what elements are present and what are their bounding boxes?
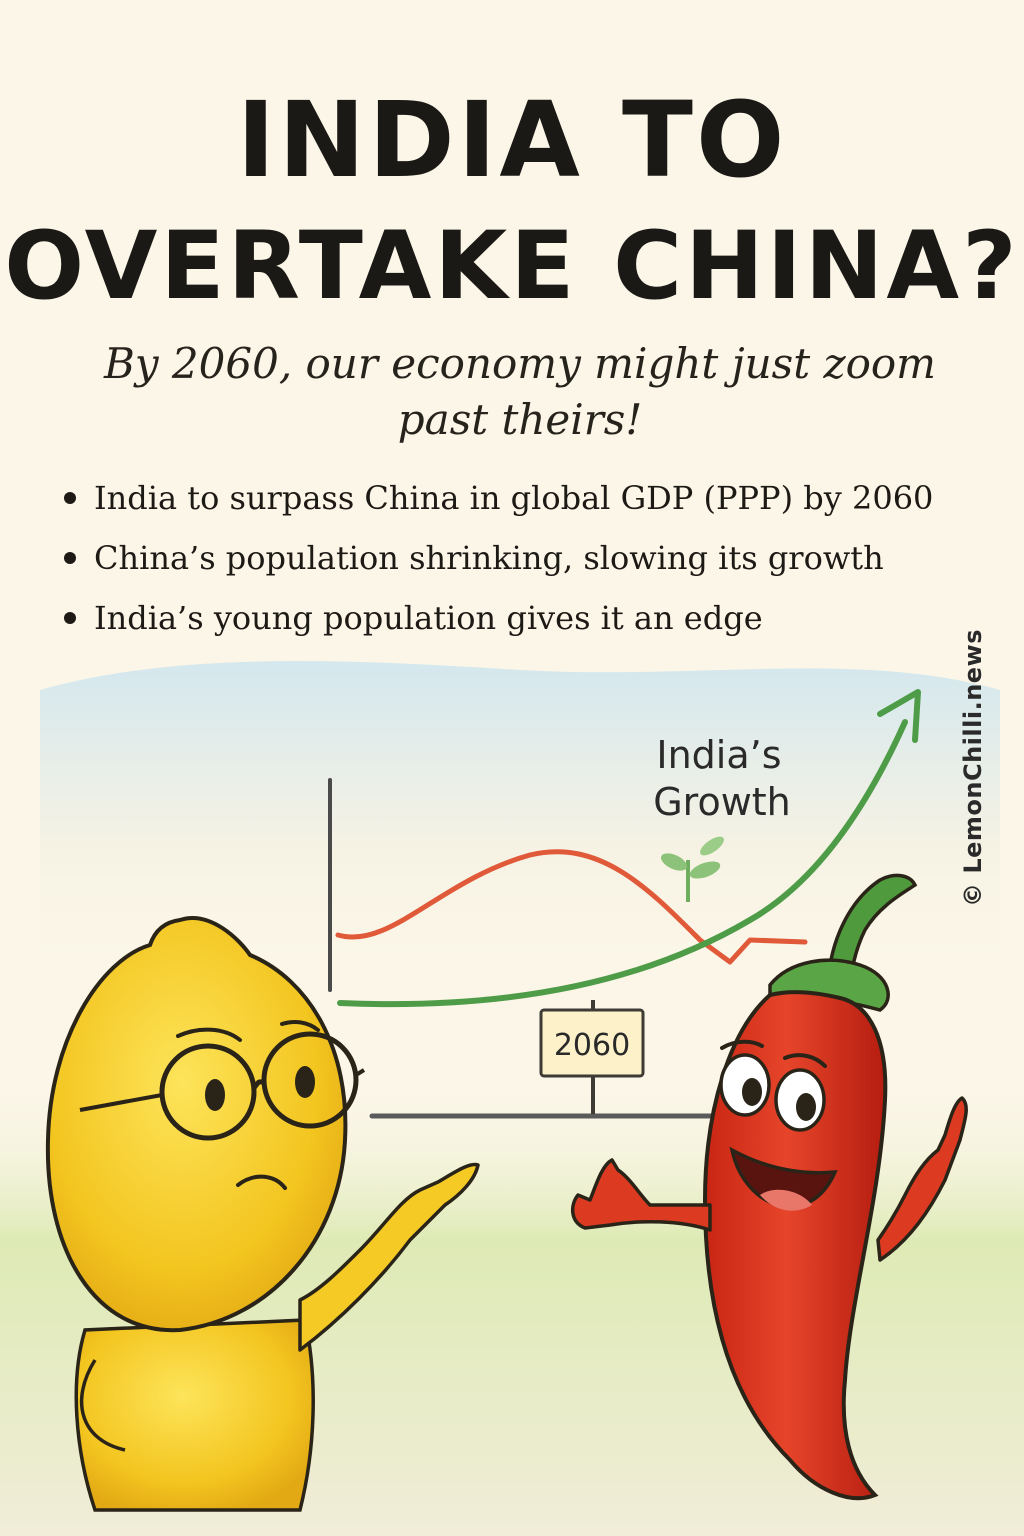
headline-line-2: OVERTAKE CHINA?: [4, 212, 1020, 321]
bullet-item: China’s population shrinking, slowing it…: [58, 528, 933, 588]
india-growth-line: [337, 719, 908, 1008]
bullet-list: India to surpass China in global GDP (PP…: [58, 468, 933, 648]
chilli-character: [570, 873, 968, 1501]
year-signpost: 2060: [539, 1000, 645, 1114]
signpost-year: 2060: [554, 1028, 630, 1063]
bullet-item: India’s young population gives it an edg…: [58, 588, 933, 648]
arrow-head-icon: [877, 689, 921, 743]
bullet-text: India’s young population gives it an edg…: [94, 599, 763, 637]
subtitle: By 2060, our economy might just zoom pas…: [103, 339, 936, 444]
bullet-text: China’s population shrinking, slowing it…: [94, 539, 884, 577]
bullet-text: India to surpass China in global GDP (PP…: [94, 479, 934, 517]
sprout-icon: [660, 836, 724, 902]
bullet-item: India to surpass China in global GDP (PP…: [58, 468, 933, 528]
growth-label: India’s Growth: [653, 733, 793, 824]
watermark: © LemonChilli.news: [959, 628, 987, 908]
bullet-dot-icon: [64, 492, 76, 504]
glasses-icon: [79, 1031, 366, 1141]
china-line: [335, 849, 808, 965]
growth-chart: India’s Growth 2060: [328, 689, 921, 1119]
lemon-character: [45, 916, 480, 1512]
bullet-dot-icon: [64, 612, 76, 624]
headline-line-1: INDIA TO: [236, 79, 788, 201]
bullet-dot-icon: [64, 552, 76, 564]
